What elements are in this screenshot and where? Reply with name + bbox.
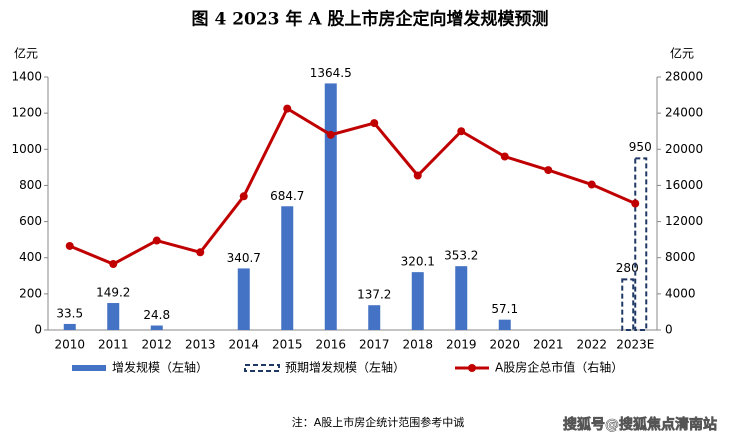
bar xyxy=(411,272,424,330)
data-label: 684.7 xyxy=(270,189,304,203)
bar xyxy=(498,319,511,330)
legend-swatch xyxy=(468,364,476,372)
y2-tick-label: 0 xyxy=(665,323,673,337)
y2-axis-unit: 亿元 xyxy=(670,46,694,61)
data-label: 33.5 xyxy=(56,306,83,320)
bar xyxy=(107,303,120,330)
y-tick-label: 400 xyxy=(19,250,42,264)
data-label: 137.2 xyxy=(357,288,391,302)
bar xyxy=(281,206,294,330)
line-point xyxy=(326,130,335,139)
y-tick-label: 1200 xyxy=(11,106,42,120)
legend-swatch xyxy=(244,364,280,372)
line-point xyxy=(413,171,422,180)
y2-tick-label: 16000 xyxy=(665,178,703,192)
x-tick-label: 2010 xyxy=(54,338,85,352)
x-tick-label: 2015 xyxy=(272,338,303,352)
note: 注：A股上市房企统计范围参考中诚 xyxy=(292,415,465,429)
line-point xyxy=(65,241,74,250)
x-tick-label: 2023E xyxy=(616,338,654,352)
line-point xyxy=(370,119,379,128)
line xyxy=(69,106,636,266)
bar xyxy=(150,325,163,330)
line-point xyxy=(109,260,118,269)
line-point xyxy=(631,199,640,208)
data-label: 1364.5 xyxy=(310,66,352,80)
bar xyxy=(368,305,381,330)
data-label: 320.1 xyxy=(401,255,435,269)
y-tick-label: 1400 xyxy=(11,70,42,84)
x-tick-label: 2019 xyxy=(446,338,477,352)
line-point xyxy=(283,104,292,113)
y-tick-label: 0 xyxy=(34,323,42,337)
data-label: 24.8 xyxy=(143,308,170,322)
x-tick-label: 2016 xyxy=(315,338,346,352)
y2-tick-label: 28000 xyxy=(665,70,703,84)
x-tick-label: 2013 xyxy=(185,338,216,352)
forecast-bar xyxy=(634,157,648,331)
data-label: 353.2 xyxy=(444,249,478,263)
chart-title: 图 4 2023 年 A 股上市房企定向增发规模预测 xyxy=(192,9,549,30)
x-tick-label: 2021 xyxy=(533,338,564,352)
y-tick-label: 800 xyxy=(19,178,42,192)
line-point xyxy=(587,180,596,189)
data-label: 950 xyxy=(629,140,652,154)
data-label: 280 xyxy=(616,261,639,275)
line-point xyxy=(196,248,205,257)
line-point xyxy=(152,236,161,245)
y2-tick-label: 12000 xyxy=(665,214,703,228)
line-point xyxy=(239,192,248,201)
legend-label: 增发规模（左轴） xyxy=(112,360,208,375)
data-label: 340.7 xyxy=(227,251,261,265)
bar xyxy=(237,268,250,330)
x-tick-label: 2011 xyxy=(98,338,129,352)
bar xyxy=(455,266,468,330)
x-tick-label: 2012 xyxy=(141,338,172,352)
line-point xyxy=(500,152,509,161)
legend-swatch xyxy=(72,365,106,371)
legend-label: A股房企总市值（右轴） xyxy=(495,360,623,375)
y2-tick-label: 20000 xyxy=(665,142,703,156)
y2-tick-label: 24000 xyxy=(665,106,703,120)
x-tick-label: 2022 xyxy=(576,338,607,352)
line-point xyxy=(457,127,466,136)
x-tick-label: 2017 xyxy=(359,338,390,352)
x-tick-label: 2020 xyxy=(489,338,520,352)
watermark: 搜狐号@搜狐焦点清南站 xyxy=(563,416,717,433)
x-tick-label: 2014 xyxy=(228,338,259,352)
data-label: 57.1 xyxy=(491,302,518,316)
legend-label: 预期增发规模（左轴） xyxy=(285,360,405,375)
bar xyxy=(324,83,337,330)
forecast-bar xyxy=(621,278,635,331)
x-tick-label: 2018 xyxy=(402,338,433,352)
y2-tick-label: 4000 xyxy=(665,286,696,300)
line-point xyxy=(544,166,553,175)
y2-tick-label: 8000 xyxy=(665,250,696,264)
y-tick-label: 200 xyxy=(19,286,42,300)
bar xyxy=(63,323,76,330)
y-axis-unit: 亿元 xyxy=(14,46,38,61)
y-tick-label: 1000 xyxy=(11,142,42,156)
y-tick-label: 600 xyxy=(19,214,42,228)
data-label: 149.2 xyxy=(96,286,130,300)
